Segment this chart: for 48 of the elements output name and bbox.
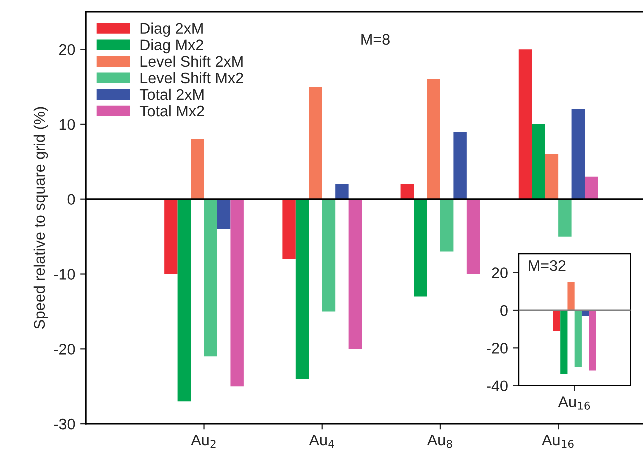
bar (348, 199, 362, 350)
x-tick-label: Au$_{2}$ (191, 435, 216, 448)
x-tick-label: Au$_{16}$ (558, 396, 590, 410)
bar (296, 199, 310, 380)
legend-label: Level Shift 2xM (140, 56, 243, 68)
y-tick-label: 0 (500, 305, 508, 316)
bar (230, 199, 244, 387)
y-tick-label: -10 (54, 269, 76, 280)
bar (466, 199, 480, 274)
bar (440, 199, 454, 252)
y-tick-label: -20 (487, 343, 508, 354)
bar (532, 124, 546, 200)
x-tick-label: Au$_{4}$ (309, 435, 334, 448)
annotation: M=32 (529, 260, 566, 272)
bar (309, 87, 322, 200)
y-axis-title: Speed relative to square grid (%) (34, 107, 48, 330)
legend-label: Total 2xM (140, 88, 204, 100)
y-tick-label: 20 (60, 44, 76, 56)
bar (164, 199, 178, 274)
bar (336, 184, 349, 200)
bar (191, 139, 204, 200)
y-tick-label: 10 (60, 119, 76, 130)
legend-label: Level Shift Mx2 (140, 72, 244, 84)
y-tick-label: -40 (487, 380, 508, 392)
x-tick-label: Au$_{8}$ (427, 435, 452, 448)
bar (322, 199, 336, 312)
y-tick-label: 20 (492, 268, 508, 278)
bar (427, 80, 440, 200)
bar (518, 50, 532, 200)
bar (178, 199, 192, 402)
y-tick-label: 0 (68, 194, 76, 206)
legend-label: Diag Mx2 (140, 39, 204, 54)
bar (282, 199, 296, 260)
bar (545, 154, 559, 200)
bar (414, 199, 428, 297)
annotation: M=8 (362, 34, 390, 46)
x-tick-label: Au$_{16}$ (542, 435, 574, 448)
bar (204, 199, 218, 357)
bar (585, 176, 598, 200)
legend-label: Total Mx2 (140, 105, 204, 117)
bar (454, 132, 467, 200)
bar (572, 109, 586, 200)
bar (217, 199, 231, 230)
bar (558, 199, 572, 237)
bar (400, 184, 414, 200)
legend-label: Diag 2xM (140, 22, 203, 38)
y-tick-label: -20 (54, 344, 76, 355)
y-tick-label: -30 (54, 418, 76, 430)
